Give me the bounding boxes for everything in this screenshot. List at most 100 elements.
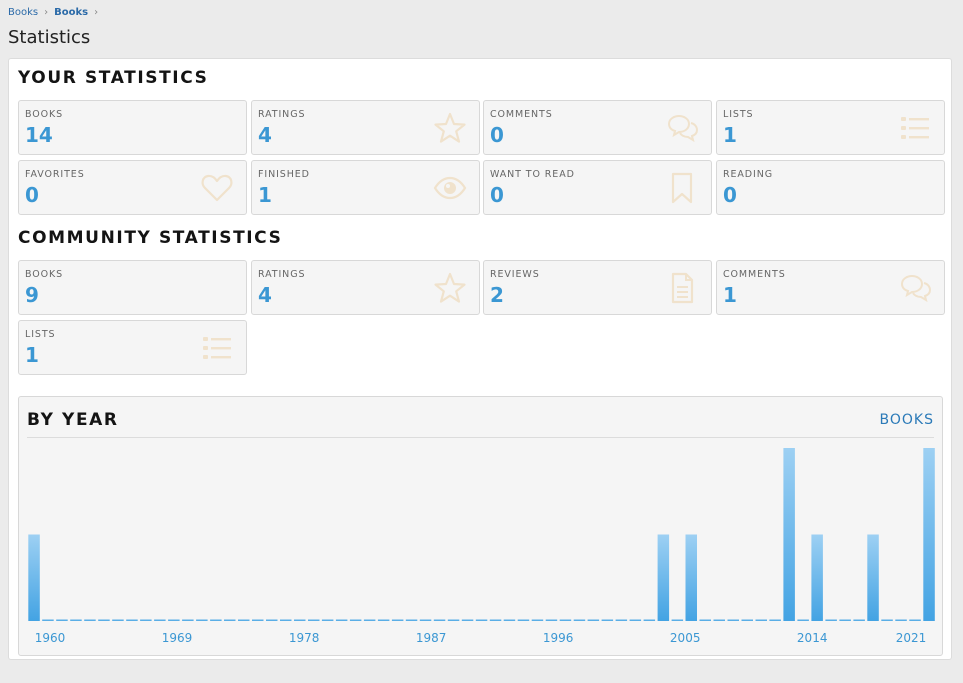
year-bar <box>811 534 823 621</box>
year-tick-label: 2021 <box>896 631 927 645</box>
stat-card-value: 4 <box>258 283 272 307</box>
year-bar-empty <box>70 619 82 621</box>
star-icon <box>433 271 467 305</box>
stat-card-label: COMMENTS <box>490 109 553 120</box>
year-bar-empty <box>769 619 781 621</box>
community-card-reviews: REVIEWS 2 <box>483 260 712 315</box>
year-bar-empty <box>461 619 474 621</box>
year-bar <box>657 534 670 621</box>
stat-card-label: READING <box>723 169 773 180</box>
stat-card-value: 1 <box>723 283 737 307</box>
year-bar-empty <box>825 619 837 621</box>
year-bar-empty <box>741 619 753 621</box>
year-bar-empty <box>713 619 725 621</box>
community-statistics-heading: COMMUNITY STATISTICS <box>18 228 283 248</box>
by-year-chart-box: BY YEAR BOOKS 1960 1969 1978 1987 1996 2005 20… <box>18 396 943 656</box>
year-bar-empty <box>266 619 278 621</box>
stat-card-label: RATINGS <box>258 269 306 280</box>
year-bar-empty <box>168 619 180 621</box>
stat-card-value: 0 <box>723 183 737 207</box>
year-tick-label: 1996 <box>543 631 574 645</box>
stat-card-comments: COMMENTS 0 <box>483 100 712 155</box>
year-bar <box>867 534 879 621</box>
breadcrumb-books-link[interactable]: Books <box>8 6 39 18</box>
community-card-lists: LISTS 1 <box>18 320 247 375</box>
stat-card-label: LISTS <box>723 109 754 120</box>
year-bar-empty <box>252 619 264 621</box>
year-bar-empty <box>447 619 460 621</box>
stat-card-label: RATINGS <box>258 109 306 120</box>
year-bar-empty <box>112 619 124 621</box>
stat-card-lists: LISTS 1 <box>716 100 945 155</box>
year-bar-empty <box>909 619 921 621</box>
stat-card-label: BOOKS <box>25 269 64 280</box>
breadcrumb-separator-icon: › <box>94 6 99 18</box>
year-tick-label: 1987 <box>416 631 447 645</box>
comments-icon <box>898 271 932 305</box>
stat-card-favorites: FAVORITES 0 <box>18 160 247 215</box>
list-icon <box>200 331 234 365</box>
year-bar-empty <box>643 619 656 621</box>
by-year-bar-chart: 1960 1969 1978 1987 1996 2005 2014 2021 <box>28 448 935 645</box>
year-bar-empty <box>545 619 558 621</box>
year-bar-empty <box>587 619 600 621</box>
chart-divider <box>27 437 934 438</box>
year-bar-empty <box>573 619 586 621</box>
year-bar-empty <box>601 619 614 621</box>
eye-icon <box>433 171 467 205</box>
year-bar-empty <box>881 619 893 621</box>
year-bar-empty <box>126 619 138 621</box>
stat-card-label: BOOKS <box>25 109 64 120</box>
year-bar-empty <box>238 619 250 621</box>
stat-card-finished: FINISHED 1 <box>251 160 480 215</box>
year-bar-empty <box>84 619 96 621</box>
breadcrumb-separator-icon: › <box>44 6 49 18</box>
year-bar-empty <box>308 619 320 621</box>
year-tick-label: 1978 <box>289 631 320 645</box>
stat-card-label: FINISHED <box>258 169 310 180</box>
year-bar-empty <box>335 619 348 621</box>
breadcrumb: Books › Books › <box>8 5 104 19</box>
stat-card-value: 4 <box>258 123 272 147</box>
stat-card-value: 0 <box>490 123 504 147</box>
year-bar-empty <box>196 619 208 621</box>
year-bar <box>783 448 795 621</box>
year-bar-empty <box>210 619 222 621</box>
year-bar <box>28 534 40 621</box>
year-bar <box>685 534 697 621</box>
year-bar-empty <box>853 619 865 621</box>
breadcrumb-books-current-link[interactable]: Books <box>54 6 89 18</box>
year-bar-empty <box>98 619 110 621</box>
year-bar-empty <box>433 619 446 621</box>
statistics-panel: YOUR STATISTICS BOOKS 14 RATINGS 4 COMME… <box>8 58 952 660</box>
year-bar-empty <box>475 619 488 621</box>
community-card-comments: COMMENTS 1 <box>716 260 945 315</box>
year-bar-empty <box>531 619 544 621</box>
year-bar-empty <box>42 619 54 621</box>
year-bar-empty <box>755 619 767 621</box>
year-bar-empty <box>224 619 236 621</box>
year-bar-empty <box>391 619 404 621</box>
stat-card-value: 0 <box>25 183 39 207</box>
list-icon <box>898 111 932 145</box>
year-tick-label: 2014 <box>797 631 828 645</box>
year-bar-empty <box>517 619 530 621</box>
year-bar-empty <box>503 619 516 621</box>
stat-card-reading: READING 0 <box>716 160 945 215</box>
bookmark-icon <box>665 171 699 205</box>
year-bar-empty <box>321 619 334 621</box>
community-card-ratings: RATINGS 4 <box>251 260 480 315</box>
year-bar-empty <box>182 619 194 621</box>
year-bar-empty <box>419 619 432 621</box>
community-card-books: BOOKS 9 <box>18 260 247 315</box>
year-bar-empty <box>615 619 628 621</box>
year-bar-empty <box>839 619 851 621</box>
year-bar <box>923 448 935 621</box>
heart-icon <box>200 171 234 205</box>
stat-card-value: 9 <box>25 283 39 307</box>
by-year-heading: BY YEAR <box>27 410 119 430</box>
stat-card-label: FAVORITES <box>25 169 85 180</box>
year-bar-empty <box>699 619 711 621</box>
books-filter-link[interactable]: BOOKS <box>879 412 934 428</box>
stat-card-label: COMMENTS <box>723 269 786 280</box>
